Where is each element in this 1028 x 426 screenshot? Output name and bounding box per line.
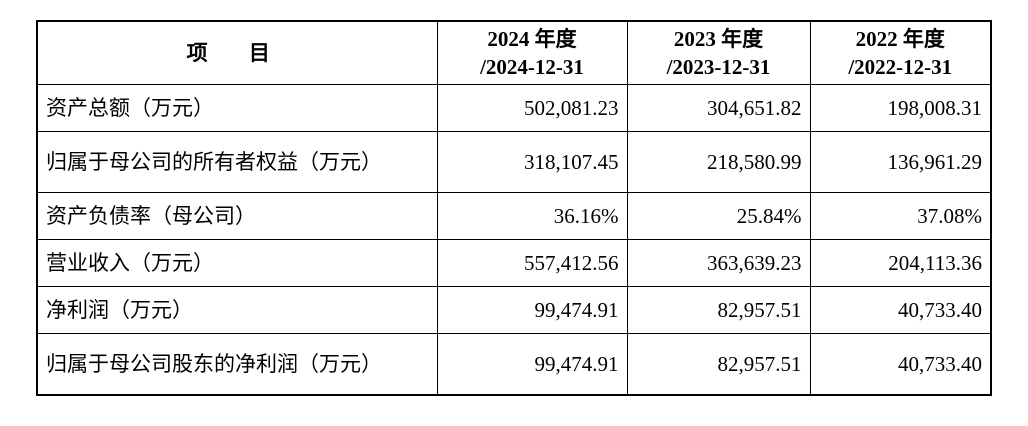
header-2024-line2: /2024-12-31 <box>480 55 584 79</box>
header-2024-line1: 2024 年度 <box>487 27 577 51</box>
cell-2024: 557,412.56 <box>436 239 628 287</box>
row-label: 归属于母公司的所有者权益（万元） <box>36 131 438 193</box>
row-label: 资产负债率（母公司） <box>36 192 438 240</box>
header-2022-line1: 2022 年度 <box>855 27 945 51</box>
header-item: 项 目 <box>36 20 438 85</box>
cell-2022: 204,113.36 <box>809 239 992 287</box>
cell-2022: 198,008.31 <box>809 84 992 132</box>
header-2022: 2022 年度 /2022-12-31 <box>809 20 992 85</box>
header-2022-line2: /2022-12-31 <box>848 55 953 79</box>
row-label: 归属于母公司股东的净利润（万元） <box>36 333 438 396</box>
row-label: 营业收入（万元） <box>36 239 438 287</box>
table-row: 净利润（万元） 99,474.91 82,957.51 40,733.40 <box>36 286 992 334</box>
table-row: 资产总额（万元） 502,081.23 304,651.82 198,008.3… <box>36 84 992 132</box>
table-row: 资产负债率（母公司） 36.16% 25.84% 37.08% <box>36 192 992 240</box>
cell-2023: 304,651.82 <box>626 84 811 132</box>
cell-2024: 36.16% <box>436 192 628 240</box>
cell-2024: 318,107.45 <box>436 131 628 193</box>
header-2024: 2024 年度 /2024-12-31 <box>436 20 628 85</box>
cell-2024: 99,474.91 <box>436 333 628 396</box>
cell-2023: 82,957.51 <box>626 286 811 334</box>
cell-2022: 37.08% <box>809 192 992 240</box>
cell-2023: 363,639.23 <box>626 239 811 287</box>
financial-table-container: 项 目 2024 年度 /2024-12-31 2023 年度 /2023-12… <box>36 20 992 396</box>
cell-2023: 82,957.51 <box>626 333 811 396</box>
table-row: 归属于母公司股东的净利润（万元） 99,474.91 82,957.51 40,… <box>36 333 992 396</box>
row-label: 净利润（万元） <box>36 286 438 334</box>
cell-2022: 40,733.40 <box>809 333 992 396</box>
cell-2023: 218,580.99 <box>626 131 811 193</box>
header-2023-line2: /2023-12-31 <box>666 55 771 79</box>
table-header-row: 项 目 2024 年度 /2024-12-31 2023 年度 /2023-12… <box>36 20 992 85</box>
header-2023-line1: 2023 年度 <box>673 27 764 51</box>
header-2023: 2023 年度 /2023-12-31 <box>626 20 811 85</box>
cell-2022: 40,733.40 <box>809 286 992 334</box>
cell-2022: 136,961.29 <box>809 131 992 193</box>
row-label: 资产总额（万元） <box>36 84 438 132</box>
cell-2023: 25.84% <box>626 192 811 240</box>
table-row: 营业收入（万元） 557,412.56 363,639.23 204,113.3… <box>36 239 992 287</box>
cell-2024: 99,474.91 <box>436 286 628 334</box>
financial-summary-table: 项 目 2024 年度 /2024-12-31 2023 年度 /2023-12… <box>36 20 992 396</box>
cell-2024: 502,081.23 <box>436 84 628 132</box>
table-row: 归属于母公司的所有者权益（万元） 318,107.45 218,580.99 1… <box>36 131 992 193</box>
